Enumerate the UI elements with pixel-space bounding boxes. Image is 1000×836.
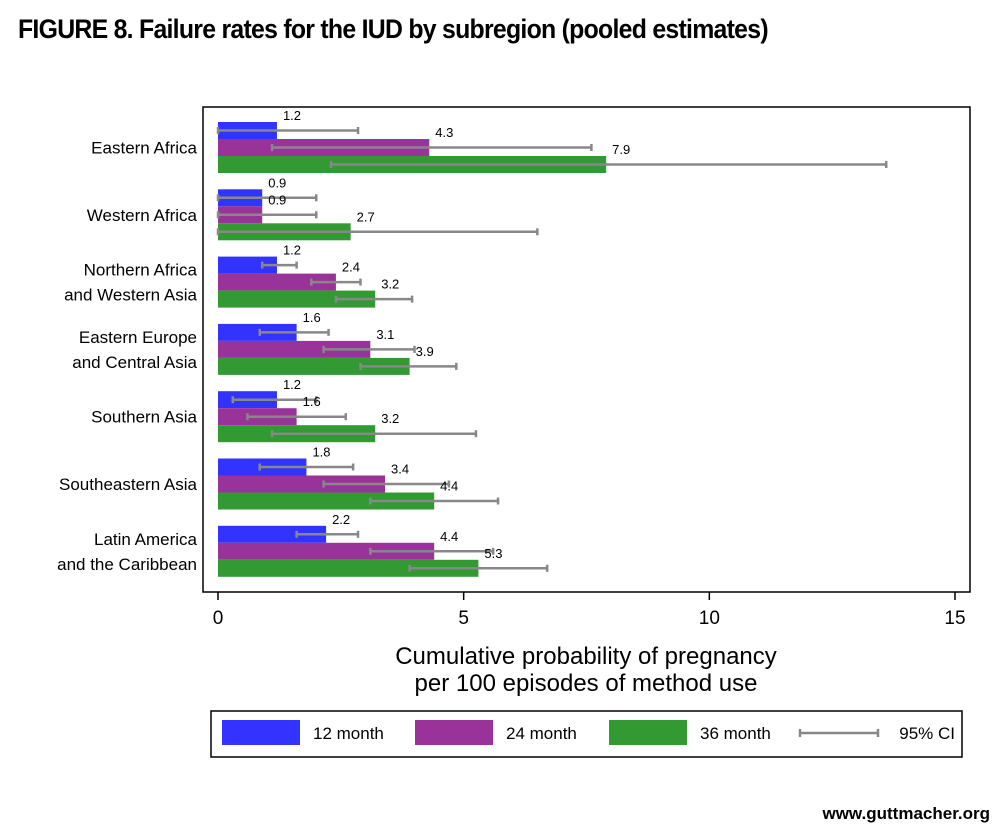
x-axis-title-line-0: Cumulative probability of pregnancy	[395, 643, 777, 670]
category-label-4-0: Southern Asia	[91, 408, 197, 427]
ci-whisker-2-2	[334, 295, 414, 303]
data-label-2-2: 3.2	[381, 277, 399, 292]
ci-whisker-1-0	[216, 194, 318, 202]
data-label-5-1: 3.4	[391, 462, 409, 477]
ci-whisker-6-0	[295, 530, 360, 538]
ci-whisker-0-0	[216, 127, 360, 134]
ci-whisker-0-1	[270, 144, 593, 151]
bar-2-2	[218, 290, 376, 308]
x-axis-title-line-1: per 100 episodes of method use	[415, 670, 758, 697]
x-tick-label-2: 10	[699, 608, 720, 629]
ci-whisker-6-1	[369, 547, 495, 555]
ci-whisker-4-1	[246, 413, 347, 421]
category-label-5-0: Southeastern Asia	[59, 475, 198, 494]
ci-whisker-4-2	[270, 430, 478, 438]
legend-label-0: 12 month	[313, 724, 384, 743]
data-labels: 1.24.37.90.90.92.71.22.43.21.63.13.91.21…	[268, 108, 630, 561]
ci-whisker-0-2	[329, 161, 888, 168]
bar-2-0	[218, 256, 277, 274]
bar-3-1	[218, 340, 371, 358]
data-label-2-0: 1.2	[283, 243, 301, 258]
bar-2-1	[218, 273, 336, 291]
ci-whisker-5-0	[258, 463, 355, 471]
category-label-1-0: Western Africa	[87, 206, 198, 225]
category-label-6-1: and the Caribbean	[57, 555, 197, 574]
legend-label-3: 95% CI	[899, 724, 955, 743]
data-label-6-2: 5.3	[484, 546, 502, 561]
data-label-3-1: 3.1	[376, 327, 394, 342]
ci-whisker-1-2	[216, 228, 539, 236]
x-axis: 0 5 10 15 Cumulative probability of pregnanc…	[213, 592, 966, 697]
x-tick-label-0: 0	[213, 608, 224, 629]
figure-title: FIGURE 8. Failure rates for the IUD by s…	[18, 14, 769, 44]
ci-whisker-5-1	[322, 480, 451, 488]
legend-swatch-2	[609, 720, 687, 745]
bar-5-1	[218, 475, 386, 493]
source-url: www.guttmacher.org	[822, 804, 990, 823]
ci-whisker-1-1	[216, 211, 318, 219]
data-label-4-0: 1.2	[283, 377, 301, 392]
x-tick-label-3: 15	[944, 608, 965, 629]
data-label-5-2: 4.4	[440, 479, 458, 494]
data-label-6-1: 4.4	[440, 529, 458, 544]
category-labels: Eastern Africa Western Africa Northern Afr…	[57, 139, 197, 574]
data-label-3-2: 3.9	[416, 344, 434, 359]
bar-3-2	[218, 357, 410, 375]
data-label-4-1: 1.6	[303, 394, 321, 409]
category-label-2-1: and Western Asia	[64, 286, 197, 305]
data-label-0-0: 1.2	[283, 108, 301, 123]
bar-3-0	[218, 323, 297, 341]
ci-whisker-3-1	[322, 345, 416, 353]
legend-swatch-0	[222, 720, 300, 745]
legend-swatch-3	[798, 729, 880, 737]
data-label-4-2: 3.2	[381, 411, 399, 426]
data-label-0-2: 7.9	[612, 142, 630, 157]
legend: 12 month 24 month 36 month 95% CI	[210, 710, 963, 758]
bar-6-1	[218, 542, 435, 560]
legend-label-1: 24 month	[506, 724, 577, 743]
ci-whisker-3-2	[359, 362, 458, 370]
ci-whisker-6-2	[408, 564, 549, 572]
category-label-3-0: Eastern Europe	[79, 328, 197, 347]
category-label-0-0: Eastern Africa	[91, 139, 197, 158]
bar-5-2	[218, 492, 435, 510]
x-tick-label-1: 5	[458, 608, 469, 629]
ci-whisker-2-0	[260, 261, 298, 269]
legend-swatch-1	[415, 720, 493, 745]
ci-whisker-4-0	[231, 396, 318, 404]
bar-6-0	[218, 525, 327, 543]
category-label-3-1: and Central Asia	[72, 353, 197, 372]
data-label-3-0: 1.6	[303, 310, 321, 325]
data-label-6-0: 2.2	[332, 512, 350, 527]
category-label-6-0: Latin America	[94, 530, 198, 549]
ci-whisker-3-0	[258, 328, 330, 336]
legend-label-2: 36 month	[700, 724, 771, 743]
ci-layer	[216, 127, 888, 572]
data-label-2-1: 2.4	[342, 260, 360, 275]
data-label-1-2: 2.7	[357, 209, 375, 224]
data-label-1-0: 0.9	[268, 175, 286, 190]
data-label-1-1: 0.9	[268, 192, 286, 207]
bar-6-2	[218, 559, 479, 577]
data-label-5-0: 1.8	[312, 445, 330, 460]
category-label-2-0: Northern Africa	[84, 261, 198, 280]
ci-whisker-2-1	[310, 278, 362, 286]
ci-whisker-5-2	[369, 497, 500, 505]
data-label-0-1: 4.3	[435, 125, 453, 140]
